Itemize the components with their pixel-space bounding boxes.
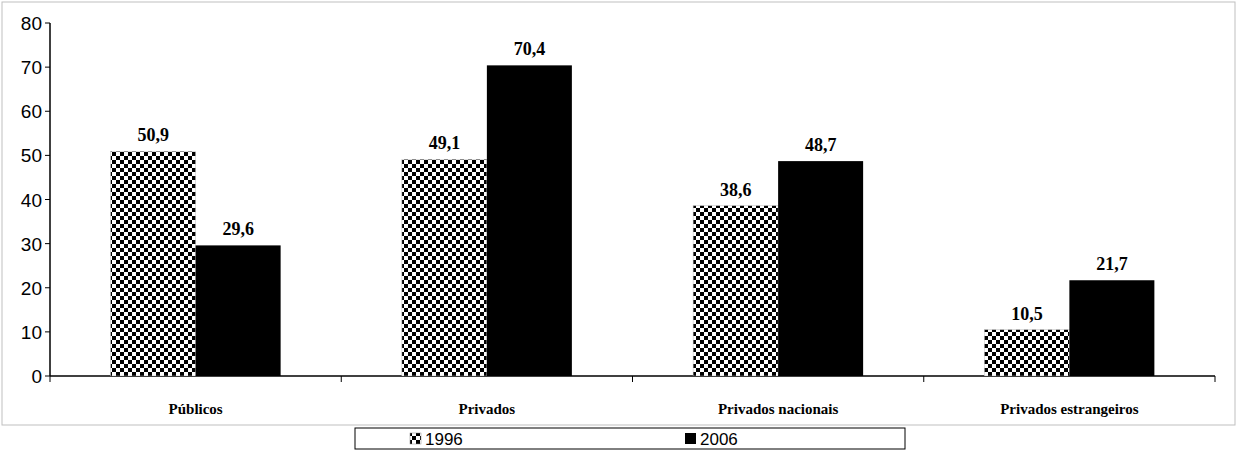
x-tick-label: Públicos <box>169 401 223 417</box>
bar <box>487 65 572 376</box>
x-tick <box>50 376 51 382</box>
y-tick-label: 80 <box>21 13 42 34</box>
chart-svg: 0 10 20 30 40 50 60 70 80 50,9 29,6 49,1 70,4 38,6 48,… <box>0 0 1260 450</box>
bar <box>402 159 487 376</box>
y-tick-label: 50 <box>21 145 42 166</box>
data-label: 70,4 <box>514 39 546 59</box>
legend-swatch <box>410 433 421 444</box>
x-tick <box>1215 376 1216 382</box>
x-tick-label: Privados estrangeiros <box>1000 401 1139 417</box>
bar <box>1069 280 1154 376</box>
chart-frame <box>2 2 1235 425</box>
y-tick-label: 30 <box>21 234 42 255</box>
data-label: 29,6 <box>222 219 254 239</box>
legend-label: 1996 <box>425 430 463 449</box>
data-label: 21,7 <box>1096 254 1128 274</box>
x-tick-label: Privados nacionais <box>718 401 839 417</box>
data-labels: 50,9 29,6 49,1 70,4 38,6 48,7 10,5 21,7 <box>137 39 1127 323</box>
x-tick <box>341 376 342 382</box>
y-tick-label: 60 <box>21 101 42 122</box>
y-tick-label: 70 <box>21 57 42 78</box>
y-tick-label: 20 <box>21 278 42 299</box>
y-tick-label: 10 <box>21 322 42 343</box>
legend-label: 2006 <box>700 430 738 449</box>
bar <box>984 330 1069 376</box>
data-label: 49,1 <box>429 133 461 153</box>
data-label: 48,7 <box>805 135 837 155</box>
x-tick-label: Privados <box>459 401 516 417</box>
bar <box>196 245 281 376</box>
bar <box>778 161 863 376</box>
y-axis <box>49 23 51 376</box>
data-label: 50,9 <box>137 125 169 145</box>
x-tick <box>923 376 924 382</box>
bar <box>111 151 196 376</box>
legend-swatch <box>685 433 696 444</box>
bars <box>111 65 1155 376</box>
data-label: 10,5 <box>1011 304 1043 324</box>
y-tick-label: 0 <box>31 366 42 387</box>
x-tick <box>632 376 633 382</box>
bar <box>693 206 778 376</box>
y-tick-label: 40 <box>21 190 42 211</box>
chart-root: 0 10 20 30 40 50 60 70 80 50,9 29,6 49,1 70,4 38,6 48,… <box>0 0 1260 450</box>
legend: 1996 2006 <box>355 428 905 449</box>
legend-box <box>355 428 905 449</box>
data-label: 38,6 <box>720 180 752 200</box>
